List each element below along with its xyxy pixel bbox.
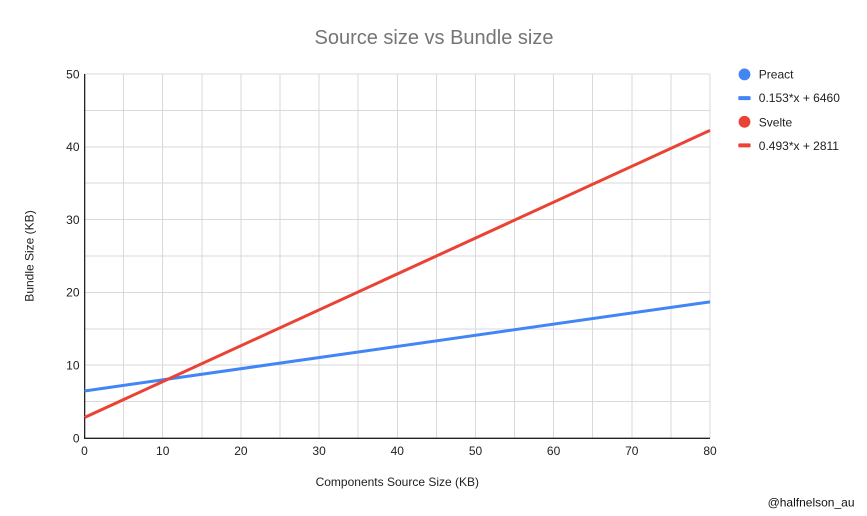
svg-text:30: 30 bbox=[66, 213, 80, 227]
svg-text:0.493*x + 2811: 0.493*x + 2811 bbox=[759, 139, 840, 153]
svg-text:50: 50 bbox=[469, 444, 483, 458]
svg-text:@halfnelson_au: @halfnelson_au bbox=[768, 495, 855, 509]
svg-text:0: 0 bbox=[73, 431, 80, 445]
svg-text:Components Source Size (KB): Components Source Size (KB) bbox=[316, 475, 479, 489]
svg-text:Bundle Size (KB): Bundle Size (KB) bbox=[22, 210, 36, 301]
svg-text:0: 0 bbox=[81, 444, 88, 458]
svg-text:Svelte: Svelte bbox=[759, 115, 793, 129]
svg-text:20: 20 bbox=[234, 444, 248, 458]
svg-text:40: 40 bbox=[66, 140, 80, 154]
svg-text:50: 50 bbox=[66, 67, 80, 81]
svg-text:40: 40 bbox=[391, 444, 405, 458]
svg-text:60: 60 bbox=[547, 444, 561, 458]
svg-text:Preact: Preact bbox=[759, 67, 794, 81]
svg-text:10: 10 bbox=[66, 359, 80, 373]
svg-text:10: 10 bbox=[156, 444, 170, 458]
svg-text:Source size vs Bundle size: Source size vs Bundle size bbox=[314, 27, 553, 49]
svg-text:0.153*x + 6460: 0.153*x + 6460 bbox=[759, 91, 840, 105]
svg-text:80: 80 bbox=[703, 444, 717, 458]
svg-text:30: 30 bbox=[312, 444, 326, 458]
svg-text:20: 20 bbox=[66, 286, 80, 300]
svg-text:70: 70 bbox=[625, 444, 639, 458]
